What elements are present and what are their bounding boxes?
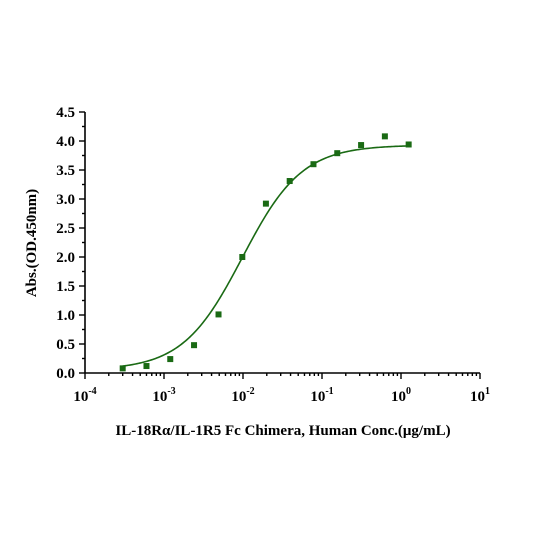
fit-curve <box>122 145 409 367</box>
data-point <box>239 254 246 260</box>
y-ticks: 0.0 0.5 1.0 1.5 2.0 2.5 3.0 3.5 4.0 4.5 <box>56 105 85 382</box>
x-tick-label: 10-1 <box>310 386 333 405</box>
y-tick-label: 3.0 <box>56 192 75 208</box>
x-tick-label: 100 <box>391 386 411 405</box>
data-point <box>334 150 341 157</box>
data-point <box>310 161 317 168</box>
data-point <box>358 142 365 149</box>
y-tick-label: 4.0 <box>56 134 75 150</box>
y-tick-label: 2.0 <box>56 250 75 266</box>
data-points-layer <box>119 133 412 372</box>
y-tick-label: 2.5 <box>56 221 75 237</box>
data-point <box>119 365 126 372</box>
data-point <box>215 311 222 318</box>
x-tick-label: 10-2 <box>231 386 254 405</box>
x-tick-label: 101 <box>470 386 490 405</box>
y-tick-label: 0.5 <box>56 337 75 353</box>
data-point <box>262 200 269 207</box>
data-point <box>286 178 293 185</box>
y-tick-label: 0.0 <box>56 366 75 382</box>
x-tick-label: 10-4 <box>73 386 96 405</box>
data-point <box>191 342 198 349</box>
y-tick-label: 1.0 <box>56 308 75 324</box>
x-axis-title: IL-18Rα/IL-1R5 Fc Chimera, Human Conc.(μ… <box>115 423 450 439</box>
y-tick-label: 3.5 <box>56 163 75 179</box>
data-point <box>405 141 412 148</box>
data-point <box>143 363 150 370</box>
data-point <box>167 356 174 363</box>
x-ticks: 10-4 10-3 10-2 10-1 100 101 <box>73 373 490 405</box>
y-axis-title: Abs.(OD.450nm) <box>24 189 40 297</box>
y-tick-label: 1.5 <box>56 279 75 295</box>
data-point <box>381 133 388 140</box>
fit-curve-layer <box>122 145 409 367</box>
x-tick-label: 10-3 <box>152 386 175 405</box>
y-tick-label: 4.5 <box>56 105 75 121</box>
